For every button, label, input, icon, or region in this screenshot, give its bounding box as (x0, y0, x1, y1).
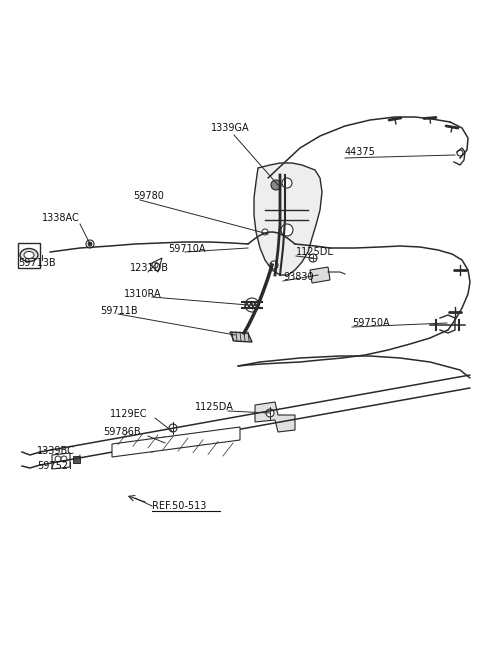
Polygon shape (52, 453, 70, 469)
Circle shape (282, 178, 292, 188)
Text: 59752: 59752 (37, 461, 68, 471)
Polygon shape (112, 427, 240, 457)
Text: 1125DA: 1125DA (195, 402, 234, 412)
Circle shape (149, 446, 155, 452)
Circle shape (86, 240, 94, 248)
Ellipse shape (20, 249, 38, 262)
Text: 59786B: 59786B (103, 427, 141, 437)
Text: 59750A: 59750A (352, 318, 390, 328)
Text: 59710A: 59710A (168, 244, 205, 254)
Circle shape (55, 456, 61, 462)
Text: 1338AC: 1338AC (42, 213, 80, 223)
Text: 1310RA: 1310RA (124, 289, 162, 299)
Text: REF.50-513: REF.50-513 (152, 501, 206, 511)
Circle shape (281, 224, 293, 236)
Text: 59713B: 59713B (18, 258, 56, 268)
Circle shape (169, 424, 177, 432)
Text: 93830: 93830 (283, 272, 313, 282)
Polygon shape (150, 258, 162, 272)
Bar (73, 456, 80, 463)
Circle shape (309, 254, 317, 262)
Circle shape (270, 261, 278, 269)
Circle shape (266, 409, 274, 417)
Text: 59711B: 59711B (100, 306, 138, 316)
Circle shape (149, 439, 155, 445)
Ellipse shape (24, 251, 34, 258)
Circle shape (61, 456, 67, 462)
Text: 59780: 59780 (133, 191, 164, 201)
Polygon shape (254, 163, 322, 275)
Polygon shape (18, 243, 40, 268)
Circle shape (271, 180, 281, 190)
Circle shape (457, 150, 463, 156)
Text: 1231DB: 1231DB (130, 263, 169, 273)
Polygon shape (230, 332, 252, 342)
Text: 44375: 44375 (345, 147, 376, 157)
Text: 1339GA: 1339GA (211, 123, 249, 133)
Text: 1125DL: 1125DL (296, 247, 334, 257)
Text: 1339BC: 1339BC (37, 446, 75, 456)
Polygon shape (310, 267, 330, 283)
Circle shape (88, 242, 92, 246)
Circle shape (152, 262, 158, 268)
Polygon shape (148, 437, 168, 450)
Circle shape (245, 298, 259, 312)
Text: 1129EC: 1129EC (110, 409, 147, 419)
Polygon shape (255, 402, 295, 432)
Circle shape (262, 229, 268, 235)
